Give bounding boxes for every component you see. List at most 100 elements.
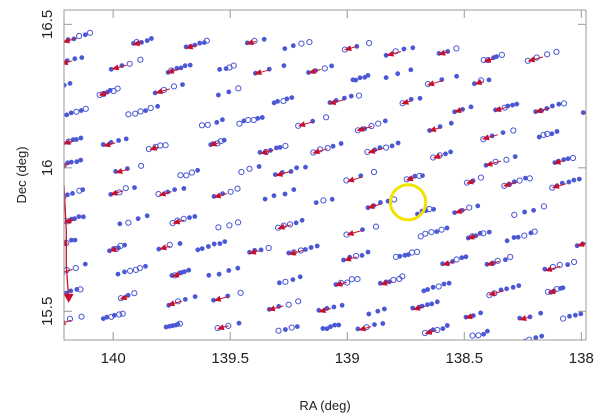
data-point <box>484 328 490 334</box>
data-point <box>177 241 183 246</box>
data-point <box>359 252 365 258</box>
data-point <box>417 233 424 240</box>
motion-vector <box>368 203 382 209</box>
data-point <box>81 214 86 220</box>
data-point <box>176 320 183 327</box>
data-point <box>544 130 551 138</box>
motion-vector <box>214 193 227 198</box>
data-point <box>215 92 221 98</box>
motion-vector <box>348 176 362 182</box>
data-point <box>144 38 150 43</box>
data-point <box>438 226 445 233</box>
data-point <box>328 324 333 330</box>
motion-vector <box>467 180 475 184</box>
data-point <box>410 45 416 51</box>
data-point <box>390 276 397 284</box>
motion-vector <box>133 41 143 46</box>
motion-vector <box>160 245 171 250</box>
data-point <box>181 186 187 191</box>
data-point <box>353 252 360 260</box>
data-point <box>80 187 86 193</box>
motion-vector <box>100 91 110 96</box>
motion-vector <box>402 100 412 104</box>
data-point <box>566 179 572 185</box>
motion-vector <box>455 209 467 213</box>
motion-vector <box>313 148 328 154</box>
data-point <box>597 53 601 57</box>
data-point <box>510 284 516 290</box>
data-point <box>178 65 184 71</box>
data-point <box>147 104 154 112</box>
motion-vector <box>455 109 464 113</box>
data-point <box>76 32 83 40</box>
data-point <box>503 156 510 163</box>
data-point <box>182 63 188 69</box>
data-points-layer <box>64 29 601 340</box>
data-point <box>132 110 139 117</box>
motion-vector <box>278 224 292 229</box>
data-point <box>441 281 447 287</box>
data-point <box>82 105 89 112</box>
data-point <box>166 241 173 248</box>
motion-arrow <box>590 55 598 61</box>
data-point <box>122 269 127 275</box>
motion-vector <box>528 56 544 62</box>
data-point <box>313 200 319 205</box>
data-point <box>192 294 198 299</box>
data-point <box>339 302 345 308</box>
data-point <box>290 43 296 49</box>
data-point <box>383 75 389 80</box>
data-point <box>186 267 192 273</box>
data-point <box>199 246 205 251</box>
data-point <box>486 77 492 83</box>
data-point <box>131 290 138 297</box>
motion-vector <box>581 342 593 345</box>
motion-vector <box>554 160 565 164</box>
data-point <box>466 204 473 211</box>
data-point <box>498 51 505 59</box>
data-point <box>431 206 436 212</box>
data-point <box>507 253 514 261</box>
data-point <box>504 238 510 244</box>
data-point <box>381 306 387 312</box>
data-point <box>434 299 440 305</box>
data-point <box>355 92 363 99</box>
data-point <box>227 188 234 195</box>
motion-vector <box>159 191 172 196</box>
data-point <box>155 103 160 109</box>
data-point <box>282 46 288 51</box>
data-point <box>259 115 265 120</box>
highlight-circle <box>389 183 428 222</box>
motion-vector <box>466 315 474 319</box>
motion-vector <box>309 68 321 74</box>
data-point <box>329 196 335 202</box>
data-point <box>382 118 388 124</box>
data-point <box>560 285 566 291</box>
data-point <box>372 322 377 327</box>
motion-vector <box>210 142 219 146</box>
data-point <box>291 187 297 192</box>
data-point <box>592 56 596 60</box>
motion-vector <box>475 81 483 85</box>
motion-arrows-layer <box>64 37 598 345</box>
data-point <box>448 149 453 155</box>
data-point <box>137 108 144 115</box>
data-point <box>195 247 201 253</box>
data-point <box>401 46 407 52</box>
data-point <box>237 289 244 296</box>
data-point <box>510 102 515 108</box>
data-point <box>188 169 195 176</box>
motion-vector <box>487 260 500 266</box>
data-point <box>136 265 143 272</box>
data-point <box>329 63 334 69</box>
data-point <box>138 162 145 169</box>
data-point <box>531 207 536 213</box>
data-point <box>565 156 571 162</box>
data-point <box>354 276 361 283</box>
data-point <box>217 241 223 246</box>
data-point <box>365 73 371 78</box>
data-point <box>73 108 80 115</box>
data-point <box>288 324 295 331</box>
motion-vector <box>430 127 441 132</box>
data-point <box>544 51 551 58</box>
